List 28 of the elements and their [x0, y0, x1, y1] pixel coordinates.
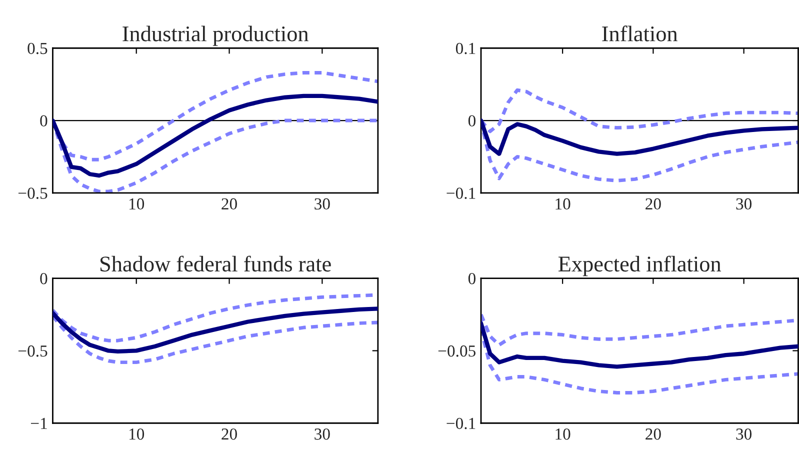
x-tick-label: 20 [222, 198, 237, 210]
x-tick-label: 20 [646, 428, 661, 440]
chart-title: Shadow federal funds rate [100, 256, 331, 272]
x-tick-label: 20 [222, 428, 237, 440]
y-tick-label: −1 [30, 418, 47, 429]
x-tick-label: 30 [736, 198, 752, 210]
x-tick-label: 30 [736, 428, 752, 440]
y-tick-label: −0.1 [446, 188, 476, 199]
chart-title: Inflation [602, 26, 678, 42]
y-tick-label: 0 [468, 273, 476, 284]
y-tick-label: 0.5 [28, 42, 48, 54]
y-tick-label: 0 [40, 273, 48, 284]
chart-title: Industrial production [122, 26, 308, 46]
x-tick-label: 30 [314, 428, 330, 440]
y-tick-label: −0.5 [18, 188, 48, 199]
x-tick-label: 10 [129, 198, 144, 210]
y-tick-label: 0 [468, 115, 476, 126]
x-tick-label: 20 [646, 198, 661, 210]
chart-title: Expected inflation [558, 256, 722, 276]
y-tick-label: −0.1 [446, 418, 476, 430]
x-tick-label: 30 [314, 198, 330, 210]
x-tick-label: 10 [556, 198, 570, 210]
y-tick-label: 0.1 [456, 42, 476, 54]
x-tick-label: 10 [129, 428, 144, 440]
y-tick-label: −0.05 [438, 345, 476, 357]
x-tick-label: 10 [556, 428, 570, 440]
y-tick-label: 0 [40, 115, 48, 126]
y-tick-label: −0.5 [18, 345, 48, 357]
